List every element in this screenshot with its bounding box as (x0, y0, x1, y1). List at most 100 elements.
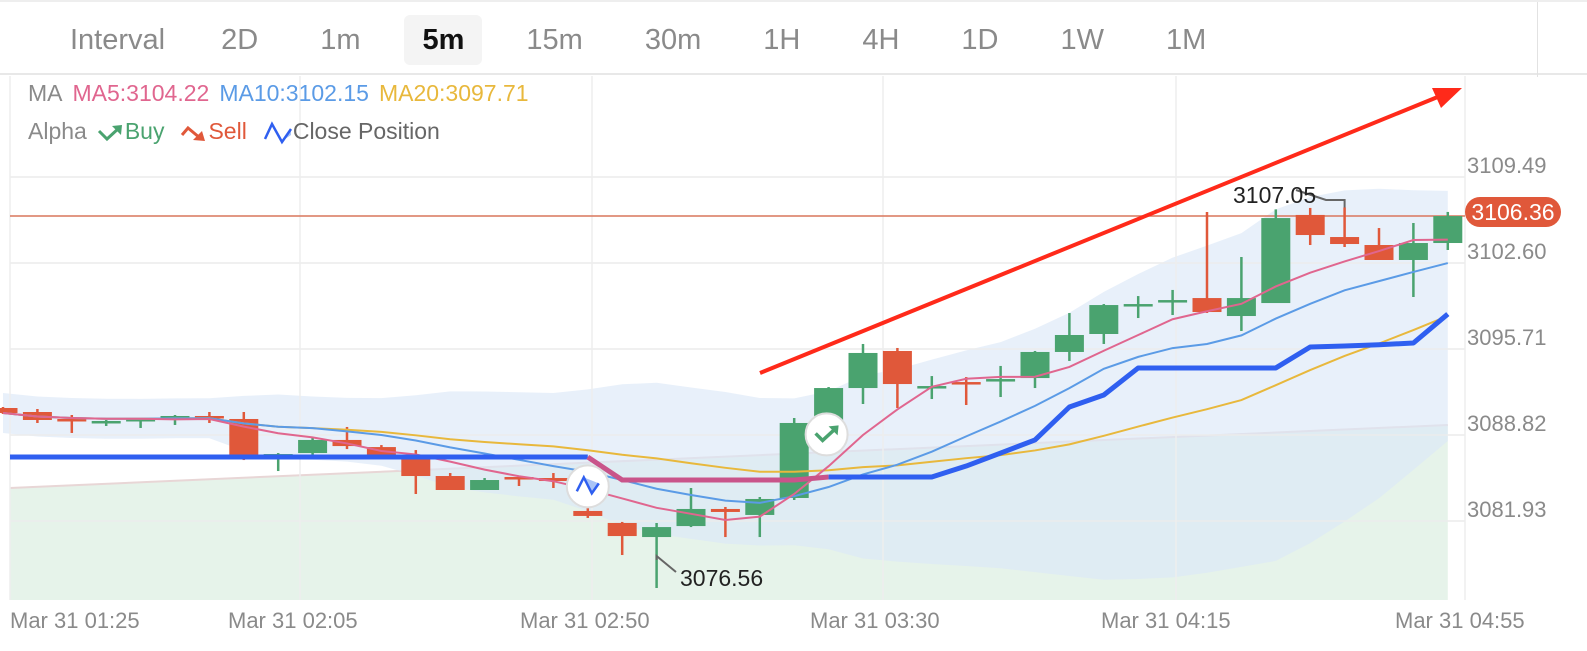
candle-body (573, 510, 603, 516)
candle-body (194, 415, 224, 419)
candle (951, 377, 981, 406)
candle (435, 473, 465, 490)
candle-body (1123, 304, 1153, 307)
y-tick-label: 3109.49 (1467, 153, 1547, 178)
candle (710, 506, 740, 538)
buy-marker[interactable] (804, 412, 849, 457)
alpha-label: Alpha (28, 118, 87, 144)
candle-body (848, 352, 878, 389)
candle (470, 478, 500, 490)
candle-body (986, 379, 1016, 382)
interval-tab-1M[interactable]: 1M (1165, 24, 1207, 56)
candle (1433, 211, 1463, 251)
buy-label: Buy (124, 118, 165, 144)
interval-tab-1W[interactable]: 1W (1060, 24, 1104, 56)
ma-label: MA (28, 80, 63, 106)
y-tick-label: 3081.93 (1467, 497, 1547, 522)
candle-body (1226, 298, 1256, 317)
x-tick-label: Mar 31 04:15 (1101, 608, 1231, 633)
band-area (3, 188, 1448, 580)
alpha-legend: Alpha Buy Sell Close Position (28, 118, 460, 145)
interval-tab-5m[interactable]: 5m (404, 15, 483, 65)
candle (1330, 207, 1360, 248)
candle-body (1261, 218, 1291, 304)
x-tick-label: Mar 31 03:30 (810, 608, 940, 633)
interval-tab-1D[interactable]: 1D (961, 24, 999, 56)
x-tick-label: Mar 31 02:50 (520, 608, 650, 633)
candle (1398, 223, 1428, 298)
interval-tab-1m[interactable]: 1m (320, 24, 361, 56)
candle-body (126, 418, 156, 422)
sell-label: Sell (208, 118, 247, 144)
interval-tabs: Interval 2D 1m 5m 15m 30m 1H 4H 1D 1W 1M (52, 15, 1250, 65)
candle (0, 407, 18, 414)
candle-body (504, 477, 534, 480)
candle-body (642, 527, 672, 538)
candle-body (91, 420, 121, 424)
interval-tab-1H[interactable]: 1H (763, 24, 801, 56)
interval-toolbar: Interval 2D 1m 5m 15m 30m 1H 4H 1D 1W 1M (0, 0, 1587, 77)
low-price-label: 3076.56 (680, 565, 763, 591)
candle-body (160, 415, 190, 419)
candle-body (607, 522, 637, 537)
close-position-legend: Close Position (263, 118, 450, 145)
candle (1261, 209, 1291, 304)
candle (882, 347, 912, 409)
candle (1295, 207, 1325, 246)
candle (91, 419, 121, 426)
candle-body (1398, 243, 1428, 260)
ma5-line (2, 238, 1448, 522)
candle (1123, 296, 1153, 319)
candle-body (538, 478, 568, 482)
candle-body (882, 350, 912, 385)
candle (1158, 289, 1188, 316)
zigzag-icon (263, 121, 292, 145)
trend-down-arrow-icon (181, 125, 206, 141)
trend-up-arrow-icon (814, 428, 836, 443)
ma5-value: MA5:3104.22 (72, 80, 210, 106)
sell-legend: Sell (180, 118, 256, 144)
candle-body (470, 480, 500, 490)
ma10-value: MA10:3102.15 (219, 80, 369, 106)
x-tick-label: Mar 31 02:05 (228, 608, 358, 633)
candle (1089, 304, 1119, 344)
ma20-value: MA20:3097.71 (378, 80, 529, 106)
interval-tab-15m[interactable]: 15m (526, 24, 583, 56)
y-tick-label: 3102.60 (1467, 239, 1547, 264)
close-position-label: Close Position (292, 118, 440, 144)
candle (298, 437, 328, 456)
trend-arrow-line (759, 92, 1446, 375)
ma10-line (2, 262, 1449, 504)
current-price-value: 3106.36 (1471, 199, 1554, 225)
candle-body (1158, 300, 1188, 303)
candle-body (1089, 305, 1119, 334)
y-tick-label: 3088.82 (1467, 411, 1547, 436)
candle-body (57, 418, 87, 422)
interval-label: Interval (70, 24, 166, 56)
candle-body (951, 382, 981, 385)
trend-arrow-head (1432, 88, 1462, 108)
candle (607, 521, 637, 556)
high-leader-line (1295, 189, 1346, 208)
alpha-line-closed (586, 454, 829, 483)
interval-tab-2D[interactable]: 2D (221, 24, 259, 56)
candle (1192, 211, 1222, 314)
interval-tab-4H[interactable]: 4H (862, 24, 900, 56)
candle-body (1330, 237, 1360, 245)
high-price-label: 3107.05 (1233, 182, 1316, 208)
candle (986, 365, 1016, 398)
candle-body (710, 508, 740, 512)
close-position-marker[interactable] (565, 464, 610, 509)
x-tick-label: Mar 31 04:55 (1395, 608, 1525, 633)
x-tick-label: Mar 31 01:25 (10, 608, 140, 633)
y-tick-label: 3095.71 (1467, 325, 1547, 350)
candle (504, 476, 534, 487)
zigzag-icon (583, 477, 599, 494)
candle-body (1192, 298, 1222, 313)
candle-body (0, 408, 18, 413)
candle (1226, 256, 1256, 332)
interval-tab-30m[interactable]: 30m (644, 24, 702, 56)
candle (229, 411, 259, 461)
trend-up-arrow-icon (97, 124, 122, 141)
